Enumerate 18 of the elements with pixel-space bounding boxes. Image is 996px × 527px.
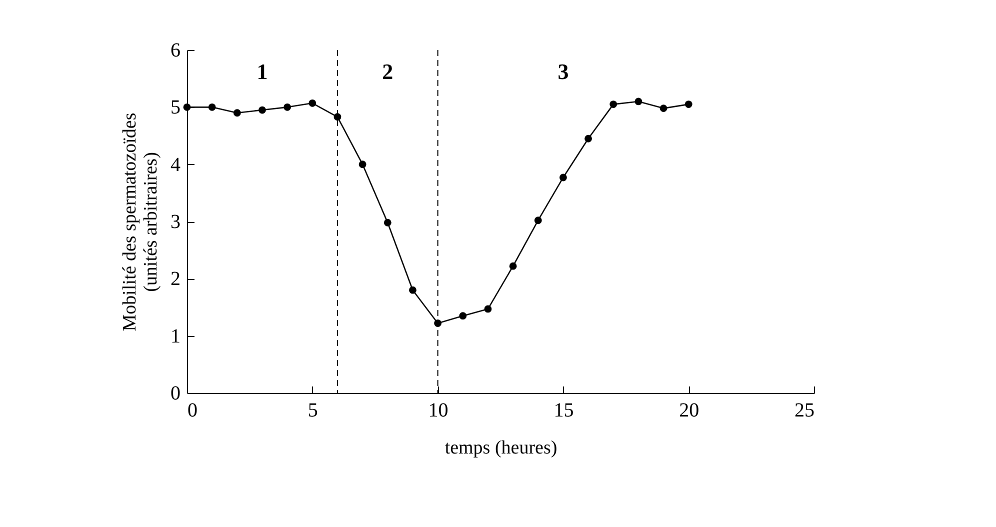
annotation: 2 bbox=[382, 59, 394, 84]
x-tick-label: 25 bbox=[794, 400, 814, 422]
annotation: 3 bbox=[558, 59, 569, 84]
y-tick-label: 6 bbox=[170, 40, 180, 62]
x-tick-label: 20 bbox=[679, 400, 700, 422]
y-tick-label: 0 bbox=[170, 382, 180, 404]
y-tick-label: 3 bbox=[170, 211, 180, 233]
annotation: 1 bbox=[256, 59, 268, 84]
y-tick-label: 5 bbox=[170, 96, 180, 119]
y-tick-label: 1 bbox=[170, 325, 180, 348]
x-tick-label: 10 bbox=[428, 400, 448, 422]
x-tick-label: 0 bbox=[188, 400, 198, 422]
x-tick-label: 15 bbox=[554, 400, 574, 422]
x-tick-label: 5 bbox=[308, 400, 318, 422]
y-axis-title: Mobilité des spermatozoïdes (unités arbitraires) bbox=[120, 112, 162, 332]
y-tick-label: 4 bbox=[170, 154, 180, 176]
x-axis-title: temps (heures) bbox=[444, 438, 558, 458]
y-tick-label: 2 bbox=[170, 268, 180, 290]
